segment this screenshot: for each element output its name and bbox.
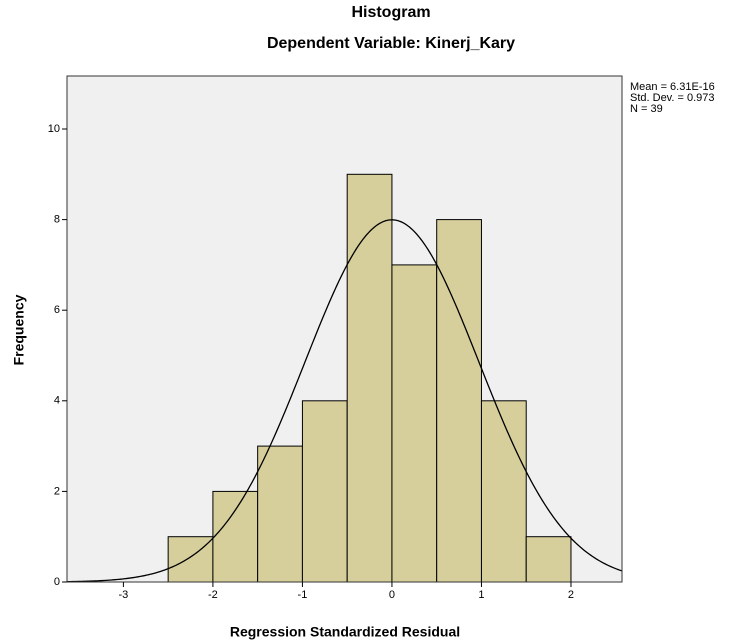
- bar: [257, 445, 303, 583]
- x-axis-title: Regression Standardized Residual: [230, 624, 460, 640]
- y-tick-label: 0: [54, 576, 60, 588]
- chart-subtitle: Dependent Variable: Kinerj_Kary: [267, 35, 515, 52]
- plot-border: [66, 75, 623, 583]
- bar: [346, 173, 393, 583]
- x-tick-label: 2: [568, 589, 574, 601]
- y-tick-label: 6: [54, 304, 60, 316]
- bar: [480, 400, 527, 583]
- stat-note: Mean = 6.31E-16: [630, 81, 715, 93]
- y-axis-title: Frequency: [11, 294, 27, 365]
- x-tick-label: 1: [478, 589, 484, 601]
- bar: [167, 536, 214, 583]
- bar: [212, 490, 259, 583]
- bar: [301, 400, 348, 583]
- stat-note: N = 39: [630, 103, 663, 115]
- x-tick-label: -1: [298, 589, 308, 601]
- y-tick-label: 4: [54, 395, 60, 407]
- x-tick-label: -3: [119, 589, 129, 601]
- chart-title: Histogram: [351, 4, 430, 21]
- normal-curve: [66, 219, 623, 583]
- y-tick-label: 2: [54, 485, 60, 497]
- x-tick-label: -2: [208, 589, 218, 601]
- y-tick-label: 10: [48, 123, 60, 135]
- bar: [525, 536, 572, 583]
- y-tick-label: 8: [54, 214, 60, 226]
- bar: [391, 264, 438, 583]
- x-tick-label: 0: [389, 589, 395, 601]
- stat-note: Std. Dev. = 0.973: [630, 92, 715, 104]
- bar: [436, 219, 482, 583]
